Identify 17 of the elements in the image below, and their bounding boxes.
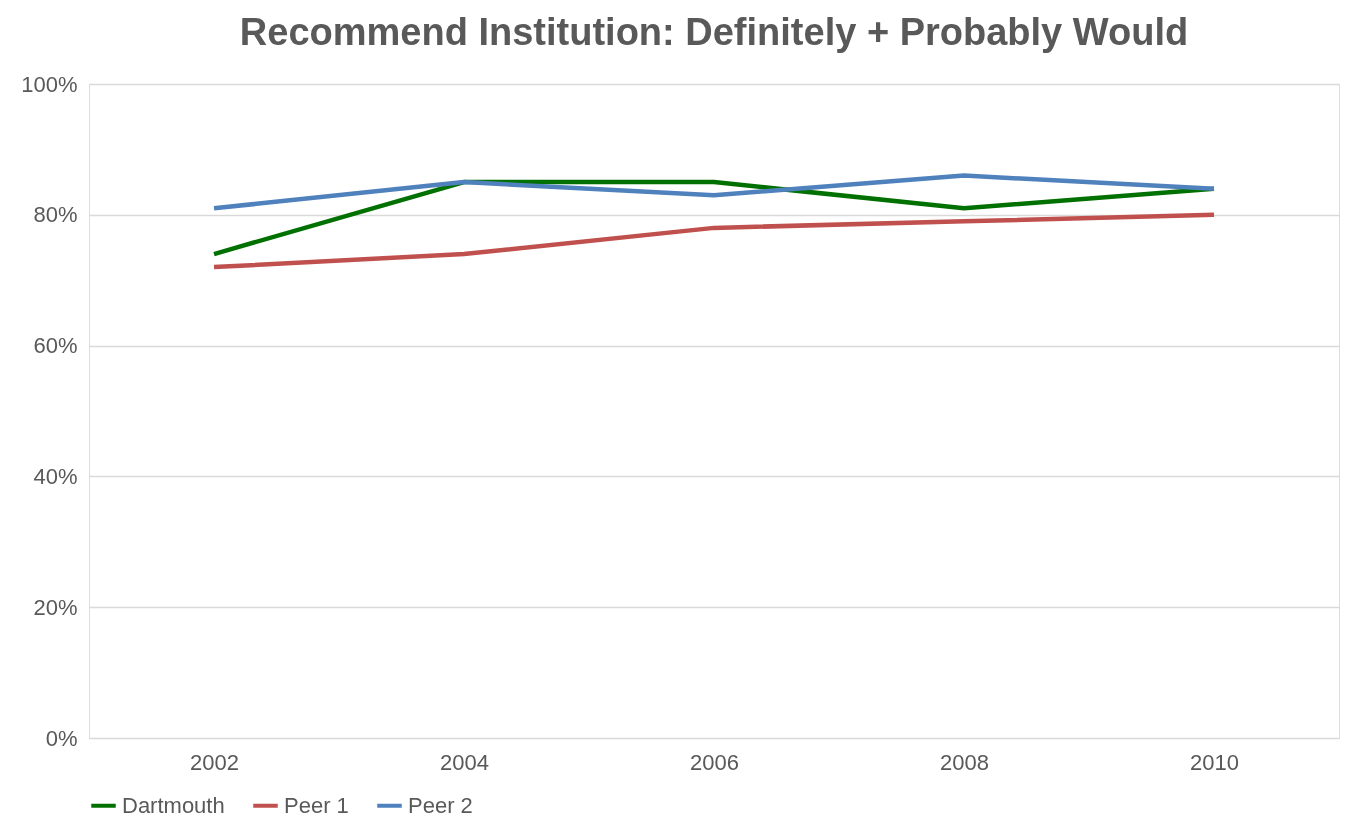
y-tick-label: 80% [33, 202, 78, 228]
y-tick-label: 20% [33, 594, 78, 620]
x-tick-label: 2006 [690, 749, 739, 775]
chart-title: Recommend Institution: Definitely + Probably Would [239, 11, 1189, 53]
line-series [211, 173, 1217, 211]
x-tick-label: 2004 [440, 749, 489, 775]
y-tick-label: 0% [45, 725, 78, 751]
legend-label: Dartmouth [122, 792, 225, 818]
x-tick-label: 2008 [940, 749, 989, 775]
y-tick-label: 60% [33, 333, 78, 359]
x-tick-label: 2002 [190, 749, 239, 775]
y-tick-label: 40% [33, 463, 78, 489]
line-series [211, 212, 1217, 270]
legend-label: Peer 2 [408, 792, 473, 818]
legend-label: Peer 1 [284, 792, 349, 818]
x-tick-label: 2010 [1190, 749, 1239, 775]
y-tick-label: 100% [21, 71, 78, 97]
